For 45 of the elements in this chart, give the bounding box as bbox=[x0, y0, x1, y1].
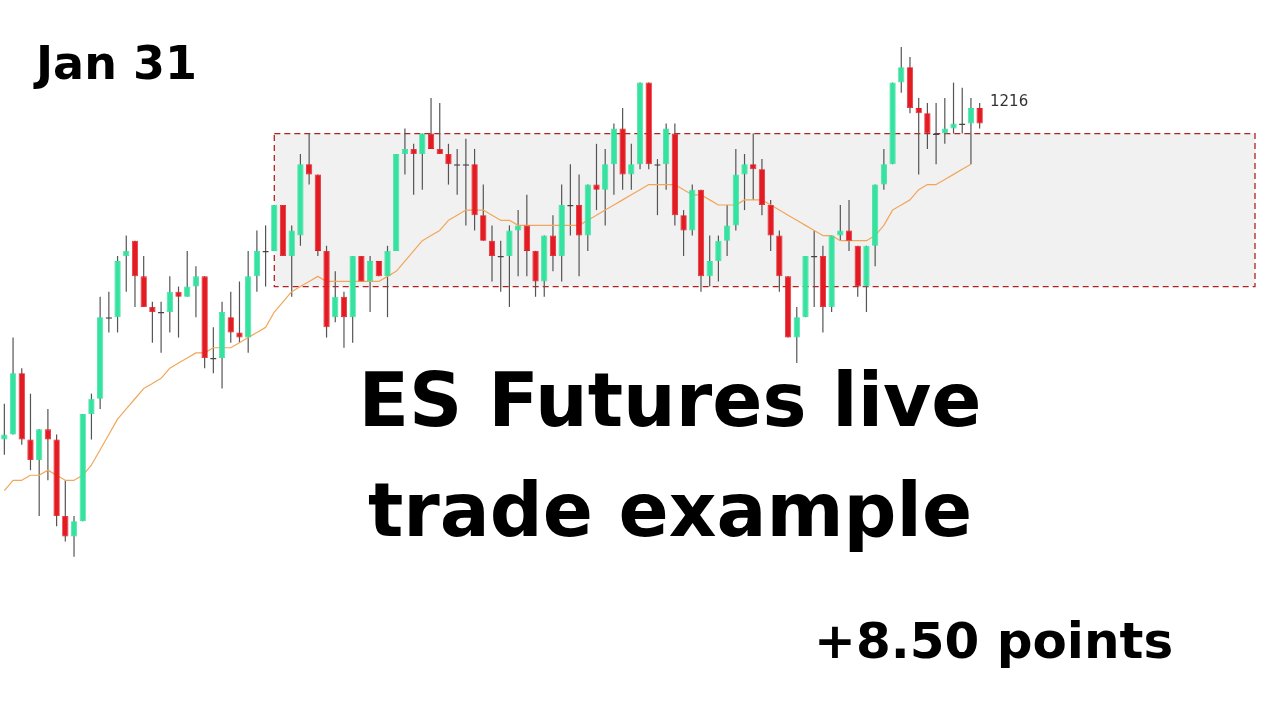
candlestick bbox=[445, 143, 452, 186]
candlestick bbox=[750, 133, 757, 201]
candlestick bbox=[941, 97, 948, 145]
candlestick bbox=[924, 102, 931, 150]
candlestick bbox=[845, 199, 853, 252]
candlestick bbox=[236, 280, 243, 344]
candlestick bbox=[166, 275, 173, 334]
candlestick bbox=[419, 133, 426, 191]
candlestick bbox=[523, 194, 530, 277]
candlestick bbox=[602, 148, 609, 226]
candlestick bbox=[192, 265, 200, 318]
candlestick bbox=[950, 82, 957, 135]
candlestick bbox=[27, 393, 34, 471]
text: ES Futures live trade example bbox=[357, 356, 983, 555]
candlestick bbox=[184, 250, 191, 298]
candlestick bbox=[915, 97, 922, 175]
candlestick bbox=[62, 479, 69, 543]
candlestick bbox=[706, 234, 713, 288]
candlestick bbox=[44, 408, 52, 481]
candlestick bbox=[715, 234, 722, 283]
candlestick bbox=[436, 102, 443, 155]
candlestick bbox=[149, 301, 156, 344]
text: 1216 bbox=[990, 92, 1029, 110]
candlestick bbox=[175, 285, 182, 339]
candlestick bbox=[793, 306, 800, 364]
candlestick bbox=[837, 204, 844, 242]
candlestick bbox=[680, 209, 687, 257]
candlestick bbox=[514, 209, 522, 277]
candlestick bbox=[332, 270, 339, 323]
candlestick bbox=[123, 234, 130, 293]
candlestick bbox=[976, 102, 983, 130]
candlestick bbox=[898, 46, 905, 94]
candlestick bbox=[506, 224, 513, 308]
candlestick bbox=[288, 224, 295, 298]
candlestick bbox=[227, 291, 234, 344]
text: +8.50 points bbox=[814, 612, 1174, 670]
candlestick bbox=[628, 143, 635, 191]
candlestick bbox=[306, 133, 313, 186]
candlestick bbox=[480, 183, 487, 242]
candlestick bbox=[384, 245, 391, 318]
candlestick bbox=[593, 143, 600, 211]
candlestick bbox=[88, 393, 95, 441]
candlestick bbox=[1, 403, 8, 456]
candlestick bbox=[741, 153, 748, 211]
candlestick bbox=[410, 143, 417, 196]
